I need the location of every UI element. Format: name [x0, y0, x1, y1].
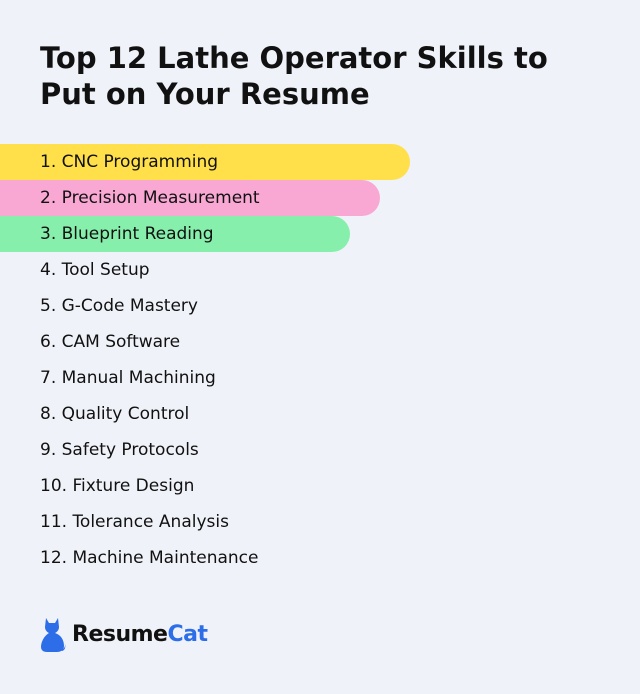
skill-item-7: 7. Manual Machining: [40, 368, 216, 388]
skill-item-2: 2. Precision Measurement: [0, 180, 380, 216]
page-title: Top 12 Lathe Operator Skills to Put on Y…: [40, 41, 548, 111]
skill-item-10: 10. Fixture Design: [40, 476, 195, 496]
skill-item-12: 12. Machine Maintenance: [40, 548, 259, 568]
logo-text-accent: Cat: [167, 621, 208, 647]
resumecat-logo[interactable]: ResumeCat: [40, 614, 208, 654]
skill-item-1: 1. CNC Programming: [0, 144, 410, 180]
skill-item-11: 11. Tolerance Analysis: [40, 512, 229, 532]
skill-item-8: 8. Quality Control: [40, 404, 190, 424]
skill-item-9: 9. Safety Protocols: [40, 440, 199, 460]
logo-text: ResumeCat: [72, 621, 208, 647]
skill-item-3: 3. Blueprint Reading: [0, 216, 350, 252]
skill-item-4: 4. Tool Setup: [40, 260, 150, 280]
skill-item-5: 5. G-Code Mastery: [40, 296, 198, 316]
skill-item-6: 6. CAM Software: [40, 332, 181, 352]
cat-icon: [41, 618, 66, 652]
skills-list: 1. CNC Programming 2. Precision Measurem…: [0, 144, 640, 576]
logo-text-main: Resume: [72, 621, 168, 647]
